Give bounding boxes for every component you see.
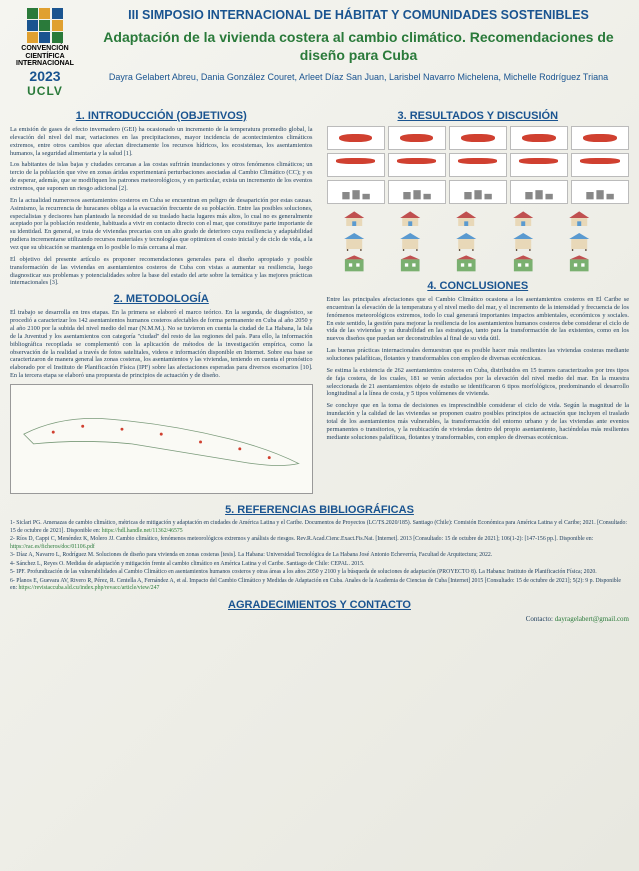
conference-logo: CONVENCIÓN CIENTÍFICA INTERNACIONAL 2023… (10, 8, 80, 98)
house-icon (496, 231, 550, 251)
conc-p1: Entre las principales afectaciones que e… (327, 296, 630, 343)
right-column: 3. RESULTADOS Y DISCUSIÓN 4. CONCLUSIONE… (327, 104, 630, 498)
house-icon (383, 208, 437, 228)
morphology-cell (327, 180, 385, 204)
main-columns: 1. INTRODUCCIÓN (OBJETIVOS) La emisión d… (10, 104, 629, 498)
logo-uclv: UCLV (27, 84, 63, 98)
house-icon (552, 231, 606, 251)
contact-email[interactable]: dayragelabert@gmail.com (555, 615, 629, 623)
conc-p3: Se estima la existencia de 262 asentamie… (327, 367, 630, 398)
conc-p4: Se concluye que en la toma de decisiones… (327, 402, 630, 441)
ref-1-link[interactable]: https://hdl.handle.net/11362/46575 (102, 528, 183, 534)
morphology-cell (388, 126, 446, 150)
ref-5: 5- IPF. Profundización de las vulnerabil… (10, 569, 629, 577)
header: CONVENCIÓN CIENTÍFICA INTERNACIONAL 2023… (10, 8, 629, 98)
ref-3: 3- Díaz A, Navarro L, Rodríguez M. Soluc… (10, 552, 629, 560)
morphology-cell (449, 180, 507, 204)
morphology-cell (388, 153, 446, 177)
intro-p4: El objetivo del presente artículo es pro… (10, 256, 313, 287)
house-icon (383, 231, 437, 251)
left-column: 1. INTRODUCCIÓN (OBJETIVOS) La emisión d… (10, 104, 313, 498)
section-contact-title: AGRADECIMIENTOS Y CONTACTO (10, 599, 629, 611)
morphology-cell (327, 153, 385, 177)
section-conclusions-title: 4. CONCLUSIONES (327, 280, 630, 292)
logo-label: CONVENCIÓN CIENTÍFICA INTERNACIONAL (16, 45, 74, 68)
morphology-cell (571, 153, 629, 177)
morphology-cell (571, 180, 629, 204)
house-icon (552, 208, 606, 228)
house-icon (327, 208, 381, 228)
house-icon (439, 231, 493, 251)
section-method-title: 2. METODOLOGÍA (10, 293, 313, 305)
section-refs-title: 5. REFERENCIAS BIBLIOGRÁFICAS (10, 504, 629, 516)
intro-p3: En la actualidad numerosos asentamientos… (10, 197, 313, 252)
morphology-cell (327, 126, 385, 150)
paper-title: Adaptación de la vivienda costera al cam… (88, 28, 629, 64)
section-intro-title: 1. INTRODUCCIÓN (OBJETIVOS) (10, 110, 313, 122)
house-typology-row-2 (327, 231, 630, 251)
morphology-cell (388, 180, 446, 204)
morphology-cell (449, 126, 507, 150)
house-icon (496, 254, 550, 274)
ref-1: 1- Siclari PG. Amenazas de cambio climát… (10, 520, 629, 535)
house-icon (496, 208, 550, 228)
ref-2: 2- Ríos D, Cappi C, Menéndez K, Molero J… (10, 536, 629, 551)
references-section: 5. REFERENCIAS BIBLIOGRÁFICAS 1- Siclari… (10, 504, 629, 593)
cuba-map-figure (10, 384, 313, 494)
intro-p2: Los habitantes de islas bajas y ciudades… (10, 161, 313, 192)
ref-6-link[interactable]: https://revistaccuba.sld.cu/index.php/re… (19, 585, 160, 591)
ref-2-link[interactable]: https://rac.es/ficheros/doc/01106.pdf (10, 544, 95, 550)
morphology-grid (327, 126, 630, 204)
morphology-cell (510, 180, 568, 204)
footer: AGRADECIMIENTOS Y CONTACTO Contacto: day… (10, 599, 629, 623)
morphology-cell (571, 126, 629, 150)
morphology-cell (510, 126, 568, 150)
ref-6: 6- Planos E, Guevara AV, Rivero R, Pérez… (10, 578, 629, 593)
contact: Contacto: dayragelabert@gmail.com (10, 615, 629, 623)
morphology-cell (510, 153, 568, 177)
house-icon (327, 231, 381, 251)
ref-4: 4- Sánchez L, Reyes O. Medidas de adapta… (10, 561, 629, 569)
logo-year: 2023 (29, 68, 60, 84)
house-icon (552, 254, 606, 274)
house-icon (327, 254, 381, 274)
morphology-cell (449, 153, 507, 177)
house-typology-row-3 (327, 254, 630, 274)
authors: Dayra Gelabert Abreu, Dania González Cou… (88, 72, 629, 82)
event-title: III SIMPOSIO INTERNACIONAL DE HÁBITAT Y … (88, 8, 629, 22)
house-typology-row-1 (327, 208, 630, 228)
house-icon (383, 254, 437, 274)
method-p1: El trabajo se desarrolla en tres etapas.… (10, 309, 313, 380)
intro-p1: La emisión de gases de efecto invernader… (10, 126, 313, 157)
house-icon (439, 254, 493, 274)
conc-p2: Las buenas prácticas internacionales dem… (327, 347, 630, 363)
section-results-title: 3. RESULTADOS Y DISCUSIÓN (327, 110, 630, 122)
house-icon (439, 208, 493, 228)
